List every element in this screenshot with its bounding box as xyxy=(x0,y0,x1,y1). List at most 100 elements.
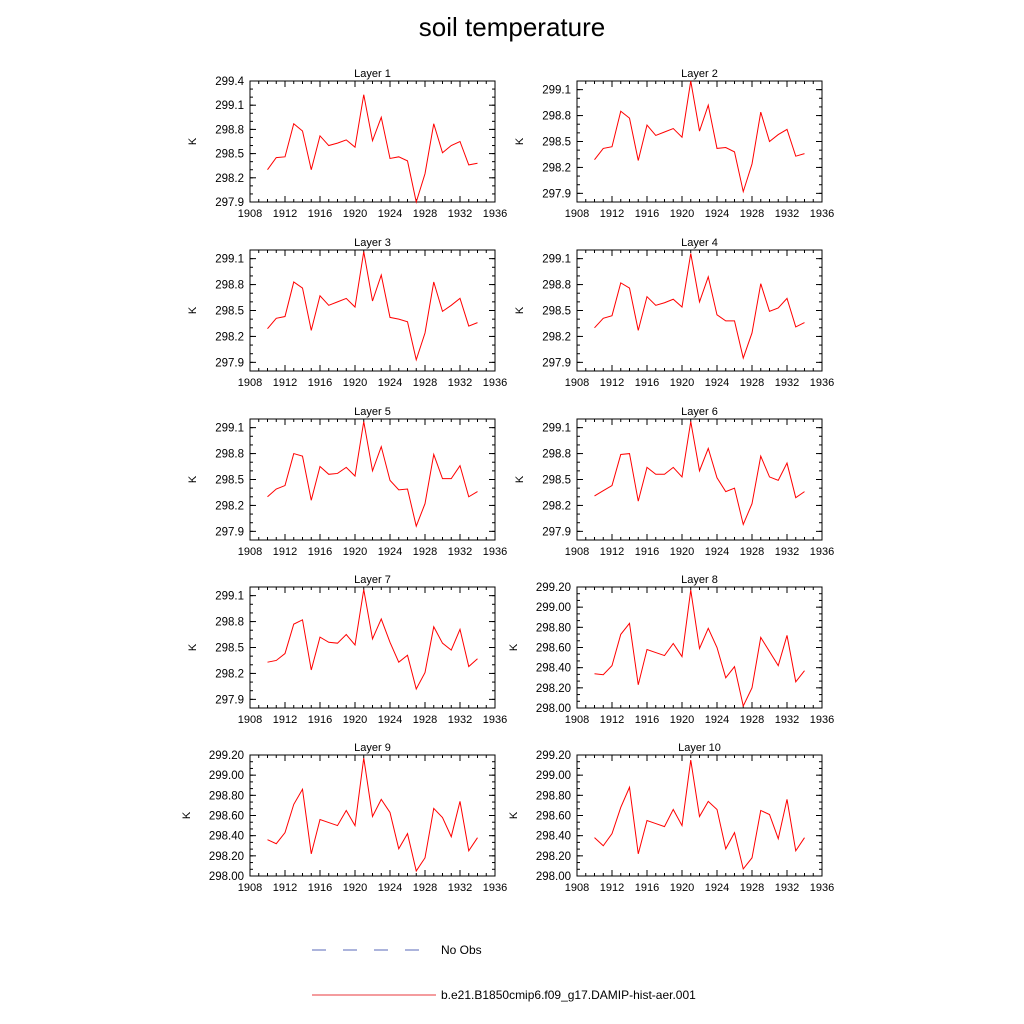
x-tick-label: 1912 xyxy=(600,377,624,389)
x-tick-label: 1932 xyxy=(775,546,799,558)
x-tick-label: 1928 xyxy=(740,377,764,389)
y-tick-label: 297.9 xyxy=(215,197,244,209)
series-line xyxy=(267,589,478,691)
y-tick-label: 298.8 xyxy=(215,124,244,136)
y-tick-label: 299.1 xyxy=(542,423,571,435)
y-tick-label: 298.60 xyxy=(209,811,244,823)
y-tick-label: 298.40 xyxy=(209,831,244,843)
y-tick-label: 298.80 xyxy=(209,790,244,802)
x-tick-label: 1920 xyxy=(343,546,367,558)
x-tick-label: 1908 xyxy=(565,377,589,389)
y-axis-label: K xyxy=(514,306,526,314)
x-tick-label: 1920 xyxy=(670,208,694,220)
y-axis-label: K xyxy=(187,475,199,483)
y-tick-label: 298.5 xyxy=(215,149,244,161)
panel-title: Layer 6 xyxy=(681,406,718,418)
x-tick-label: 1920 xyxy=(343,377,367,389)
x-tick-label: 1920 xyxy=(670,714,694,726)
x-tick-label: 1908 xyxy=(565,208,589,220)
panel-layer-9: Layer 9 1908 1912 1916 1920 1924 1928 1932 1936 2… xyxy=(181,742,507,894)
panel-title: Layer 7 xyxy=(354,574,391,586)
y-tick-label: 298.20 xyxy=(536,851,571,863)
series-line xyxy=(594,589,805,708)
y-tick-label: 298.40 xyxy=(536,663,571,675)
y-tick-label: 298.5 xyxy=(215,643,244,655)
x-tick-label: 1916 xyxy=(308,377,332,389)
x-tick-label: 1908 xyxy=(238,377,262,389)
x-tick-label: 1920 xyxy=(670,882,694,894)
x-tick-label: 1924 xyxy=(378,377,402,389)
y-tick-label: 299.20 xyxy=(536,750,571,762)
panel-title: Layer 8 xyxy=(681,574,718,586)
y-tick-label: 298.2 xyxy=(542,162,571,174)
x-tick-label: 1928 xyxy=(740,714,764,726)
panel-title: Layer 4 xyxy=(681,237,718,249)
y-tick-label: 297.9 xyxy=(542,526,571,538)
y-tick-label: 298.2 xyxy=(542,500,571,512)
x-tick-label: 1916 xyxy=(635,208,659,220)
y-tick-label: 298.8 xyxy=(215,449,244,461)
x-tick-label: 1936 xyxy=(810,714,834,726)
series-line xyxy=(267,251,478,362)
x-tick-label: 1916 xyxy=(308,546,332,558)
x-tick-label: 1920 xyxy=(670,546,694,558)
x-tick-label: 1916 xyxy=(308,208,332,220)
x-tick-label: 1928 xyxy=(740,208,764,220)
panel-layer-2: Layer 2 1908 1912 1916 1920 1924 1928 1932 1936 2… xyxy=(514,68,834,220)
x-tick-label: 1932 xyxy=(775,208,799,220)
panel-title: Layer 9 xyxy=(354,742,391,754)
panel-layer-8: Layer 8 1908 1912 1916 1920 1924 1928 1932 1936 2… xyxy=(508,574,834,726)
series-line xyxy=(594,759,805,871)
panel-layer-7: Layer 7 1908 1912 1916 1920 1924 1928 1932 1936 2… xyxy=(187,574,507,726)
x-tick-label: 1936 xyxy=(810,546,834,558)
x-tick-label: 1936 xyxy=(810,882,834,894)
y-tick-label: 298.00 xyxy=(536,871,571,883)
series-line xyxy=(594,421,805,527)
y-tick-label: 299.4 xyxy=(215,76,244,88)
y-axis-label: K xyxy=(187,643,199,651)
x-tick-label: 1928 xyxy=(413,882,437,894)
y-tick-label: 298.8 xyxy=(542,111,571,123)
y-tick-label: 298.8 xyxy=(542,449,571,461)
x-tick-label: 1924 xyxy=(378,714,402,726)
y-tick-label: 298.5 xyxy=(542,475,571,487)
figure-title: soil temperature xyxy=(418,12,606,42)
legend: No Obs b.e21.B1850cmip6.f09_g17.DAMIP-his… xyxy=(312,943,696,1002)
x-tick-label: 1928 xyxy=(413,208,437,220)
x-tick-label: 1916 xyxy=(635,377,659,389)
x-tick-label: 1916 xyxy=(635,882,659,894)
y-tick-label: 298.8 xyxy=(542,280,571,292)
y-tick-label: 298.8 xyxy=(215,617,244,629)
y-tick-label: 299.1 xyxy=(215,423,244,435)
x-tick-label: 1924 xyxy=(705,882,729,894)
y-tick-label: 299.1 xyxy=(215,100,244,112)
x-tick-label: 1936 xyxy=(483,546,507,558)
x-tick-label: 1932 xyxy=(775,714,799,726)
y-tick-label: 298.5 xyxy=(542,306,571,318)
x-tick-label: 1928 xyxy=(413,714,437,726)
y-tick-label: 299.1 xyxy=(215,591,244,603)
x-tick-label: 1928 xyxy=(740,882,764,894)
y-axis-label: K xyxy=(508,811,520,819)
x-tick-label: 1924 xyxy=(378,208,402,220)
x-tick-label: 1912 xyxy=(600,546,624,558)
x-tick-label: 1936 xyxy=(483,208,507,220)
x-tick-label: 1908 xyxy=(565,546,589,558)
y-axis-label: K xyxy=(187,306,199,314)
y-tick-label: 297.9 xyxy=(215,694,244,706)
x-tick-label: 1936 xyxy=(483,882,507,894)
x-tick-label: 1932 xyxy=(775,882,799,894)
x-tick-label: 1924 xyxy=(705,546,729,558)
y-tick-label: 299.00 xyxy=(209,770,244,782)
x-tick-label: 1924 xyxy=(378,882,402,894)
x-tick-label: 1932 xyxy=(448,882,472,894)
y-axis-label: K xyxy=(514,137,526,145)
x-tick-label: 1920 xyxy=(343,882,367,894)
y-tick-label: 298.2 xyxy=(215,331,244,343)
y-tick-label: 298.8 xyxy=(215,280,244,292)
x-tick-label: 1908 xyxy=(238,882,262,894)
x-tick-label: 1924 xyxy=(705,714,729,726)
x-tick-label: 1924 xyxy=(705,377,729,389)
y-tick-label: 298.2 xyxy=(215,173,244,185)
x-tick-label: 1928 xyxy=(413,546,437,558)
